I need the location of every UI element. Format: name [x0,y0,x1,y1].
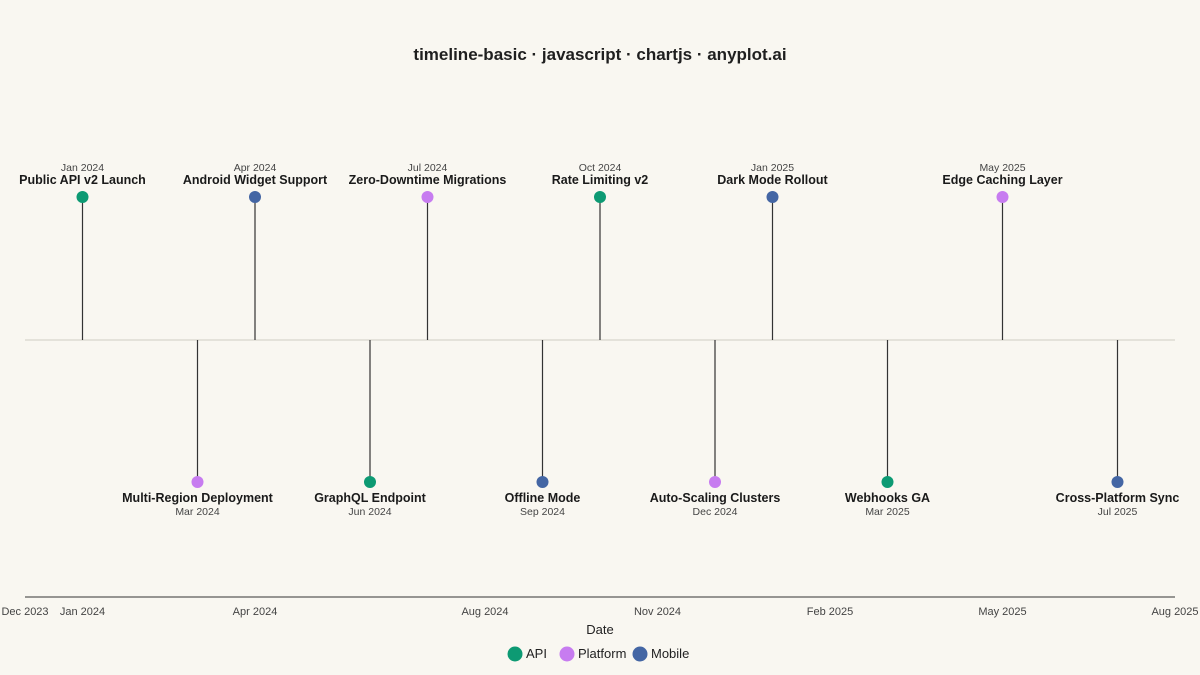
event-marker-webhooks-ga[interactable] [881,476,894,488]
event-markers [76,191,1124,488]
event-marker-zero-downtime-migrations[interactable] [421,191,434,203]
event-label-dark-mode-rollout: Dark Mode Rollout [717,173,828,187]
x-tick-label-may-2025: May 2025 [978,606,1026,618]
x-tick-label-jan-2024: Jan 2024 [60,606,105,618]
event-date-multi-region-deployment: Mar 2024 [175,506,220,518]
x-tick-label-aug-2024: Aug 2024 [461,606,508,618]
event-marker-android-widget-support[interactable] [249,191,261,203]
event-marker-multi-region-deployment[interactable] [191,476,204,488]
event-label-webhooks-ga: Webhooks GA [845,491,930,505]
event-marker-edge-caching-layer[interactable] [996,191,1009,203]
event-marker-offline-mode[interactable] [536,476,549,488]
legend-swatch-mobile [632,646,648,662]
event-date-rate-limiting-v2: Oct 2024 [579,162,622,174]
event-date-graphql-endpoint: Jun 2024 [348,506,391,518]
event-marker-dark-mode-rollout[interactable] [766,191,779,203]
event-marker-auto-scaling-clusters[interactable] [709,476,721,488]
event-label-multi-region-deployment: Multi-Region Deployment [122,491,274,505]
x-tick-label-apr-2024: Apr 2024 [233,606,278,618]
x-tick-label-aug-2025: Aug 2025 [1151,606,1198,618]
event-date-zero-downtime-migrations: Jul 2024 [408,162,448,174]
event-marker-public-api-v2-launch[interactable] [76,191,89,203]
event-label-rate-limiting-v2: Rate Limiting v2 [552,173,649,187]
event-label-graphql-endpoint: GraphQL Endpoint [314,491,426,505]
x-tick-label-nov-2024: Nov 2024 [634,606,681,618]
chart-title: timeline-basic · javascript · chartjs · … [413,45,786,64]
event-label-zero-downtime-migrations: Zero-Downtime Migrations [349,173,507,187]
legend-label-platform: Platform [578,646,626,661]
legend-swatch-api [507,646,523,662]
event-date-webhooks-ga: Mar 2025 [865,506,910,518]
event-marker-rate-limiting-v2[interactable] [594,191,606,203]
event-date-dark-mode-rollout: Jan 2025 [751,162,794,174]
event-date-edge-caching-layer: May 2025 [979,162,1025,174]
legend-label-api: API [526,646,547,661]
event-date-android-widget-support: Apr 2024 [234,162,277,174]
x-axis-title: Date [586,622,613,637]
legend-label-mobile: Mobile [651,646,689,661]
x-tick-label-dec-2023: Dec 2023 [1,606,48,618]
event-marker-graphql-endpoint[interactable] [364,476,376,488]
event-label-cross-platform-sync: Cross-Platform Sync [1056,491,1180,505]
event-date-cross-platform-sync: Jul 2025 [1098,506,1138,518]
event-date-offline-mode: Sep 2024 [520,506,565,518]
x-axis-ticks: Dec 2023 Jan 2024 Apr 2024 Aug 2024 Nov 2024… [1,606,1198,618]
event-label-auto-scaling-clusters: Auto-Scaling Clusters [650,491,781,505]
legend: API Platform Mobile [507,646,689,662]
event-date-public-api-v2-launch: Jan 2024 [61,162,104,174]
event-date-auto-scaling-clusters: Dec 2024 [693,506,738,518]
event-label-edge-caching-layer: Edge Caching Layer [942,173,1062,187]
legend-swatch-platform [559,646,575,662]
event-label-android-widget-support: Android Widget Support [183,173,328,187]
event-label-public-api-v2-launch: Public API v2 Launch [19,173,146,187]
x-tick-label-feb-2025: Feb 2025 [807,606,853,618]
event-label-offline-mode: Offline Mode [505,491,581,505]
event-marker-cross-platform-sync[interactable] [1111,476,1124,488]
event-stems [81,197,1119,482]
